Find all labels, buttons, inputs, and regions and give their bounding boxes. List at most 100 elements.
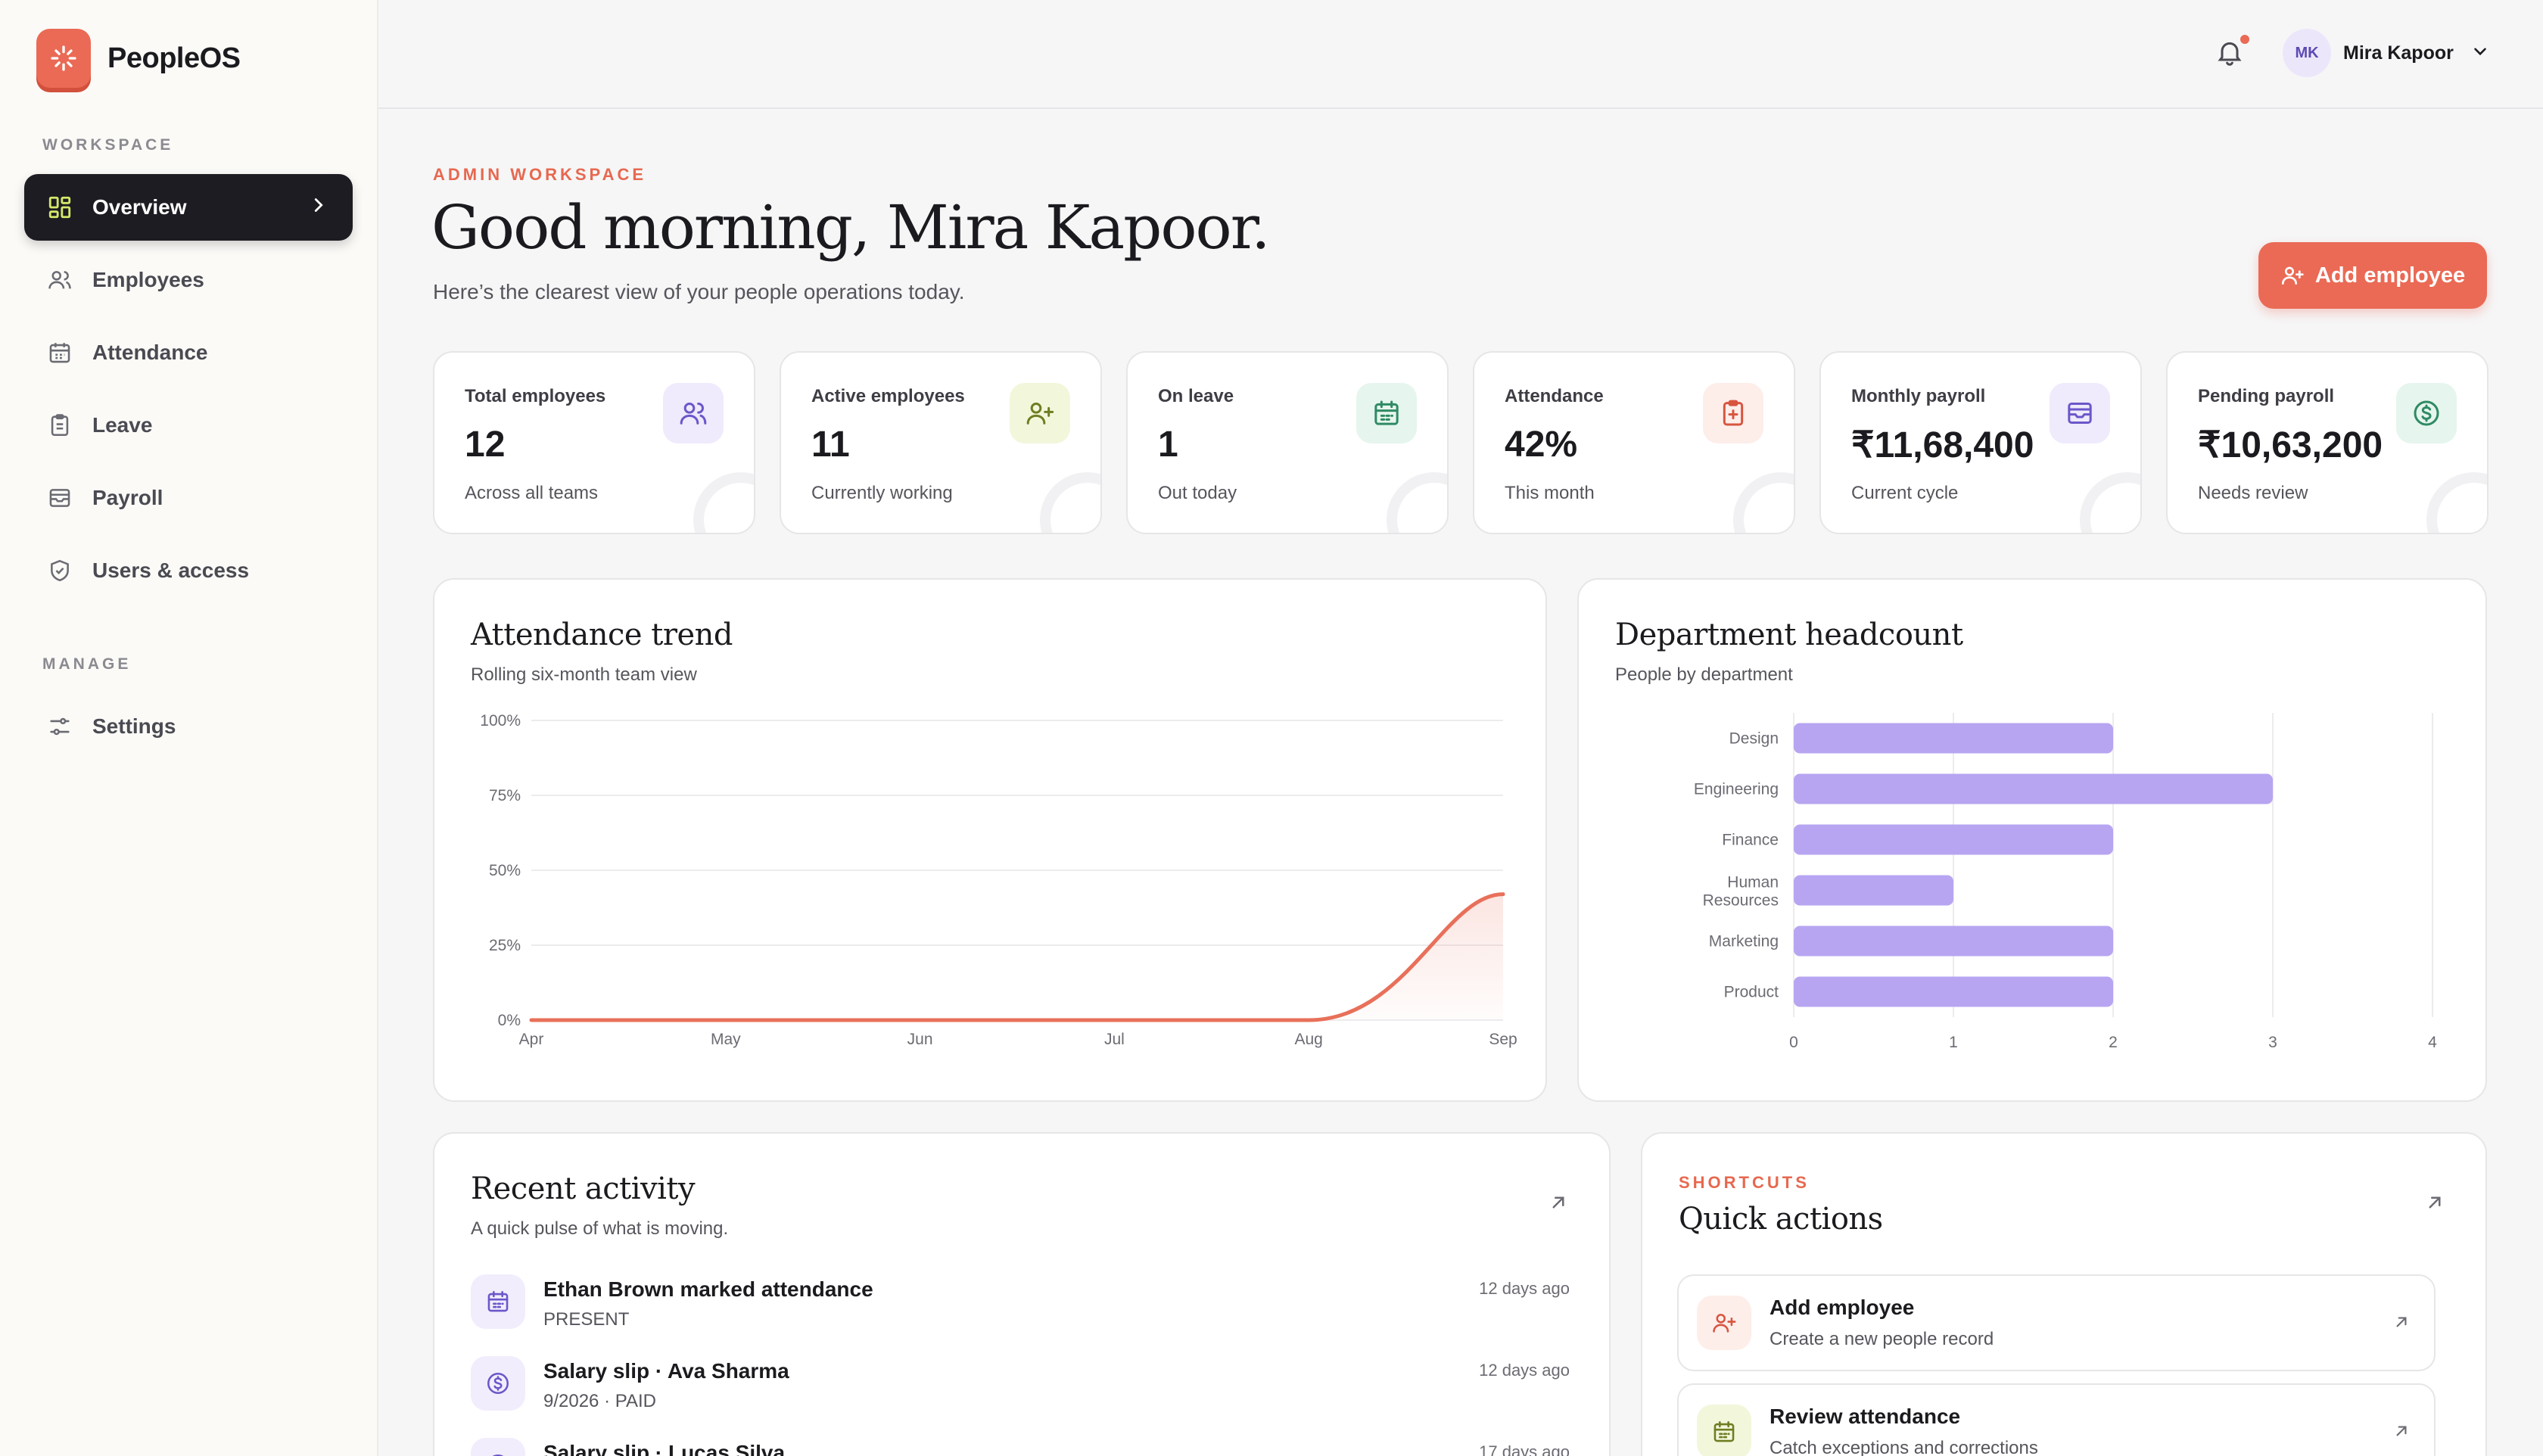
- sidebar-item-label: Leave: [92, 413, 153, 437]
- x-tick-label: Sep: [1489, 1031, 1517, 1048]
- x-tick-label: 2: [2109, 1034, 2118, 1051]
- bar[interactable]: [1794, 926, 2113, 957]
- stat-label: Attendance: [1505, 386, 1604, 406]
- users-icon: [45, 266, 74, 294]
- activity-subtext: 9/2026 · PAID: [543, 1391, 656, 1411]
- quick-actions-eyebrow: SHORTCUTS: [1679, 1173, 1810, 1192]
- calendar-icon: [45, 338, 74, 367]
- decorative-ring: [2080, 472, 2140, 533]
- decorative-ring: [1040, 472, 1100, 533]
- add-employee-button[interactable]: Add employee: [2258, 242, 2487, 309]
- x-tick-label: Apr: [519, 1031, 544, 1048]
- stat-value: 12: [465, 425, 506, 465]
- bar[interactable]: [1794, 723, 2113, 754]
- notification-bell-icon[interactable]: [2215, 36, 2245, 72]
- sidebar: PeopleOS WORKSPACE Overview Employees At…: [0, 0, 378, 1456]
- list-item[interactable]: Salary slip · Lucas Silva 17 days ago: [471, 1438, 1570, 1456]
- quick-actions-title: Quick actions: [1679, 1202, 1883, 1237]
- stat-card-pending-payroll[interactable]: Pending payroll ₹10,63,200 Needs review: [2166, 351, 2489, 534]
- stat-card-on-leave[interactable]: On leave 1 Out today: [1126, 351, 1449, 534]
- user-name: Mira Kapoor: [2343, 42, 2454, 64]
- x-tick-label: 3: [2268, 1034, 2277, 1051]
- x-tick-label: May: [711, 1031, 741, 1048]
- chevron-down-icon: [2470, 42, 2490, 65]
- calendar-icon: [1356, 383, 1417, 443]
- stat-subtext: Currently working: [811, 483, 953, 503]
- stat-label: On leave: [1158, 386, 1234, 406]
- sidebar-item-label: Settings: [92, 714, 176, 738]
- sidebar-item-settings[interactable]: Settings: [24, 693, 353, 760]
- wallet-icon: [45, 484, 74, 512]
- y-tick-label: Finance: [1722, 832, 1779, 849]
- shield-icon: [45, 556, 74, 585]
- sidebar-item-attendance[interactable]: Attendance: [24, 319, 353, 386]
- quick-action-review-attendance[interactable]: Review attendance Catch exceptions and co…: [1677, 1383, 2436, 1456]
- y-tick-label: 0%: [498, 1012, 521, 1029]
- sliders-icon: [45, 712, 74, 741]
- user-menu[interactable]: MK Mira Kapoor: [2283, 29, 2490, 77]
- user-plus-icon: [1010, 383, 1070, 443]
- recent-activity-card: Recent activity A quick pulse of what is…: [433, 1132, 1611, 1456]
- attendance-trend-subtitle: Rolling six-month team view: [471, 664, 697, 685]
- sidebar-item-payroll[interactable]: Payroll: [24, 465, 353, 531]
- brand-name: PeopleOS: [107, 42, 241, 74]
- stat-card-total-employees[interactable]: Total employees 12 Across all teams: [433, 351, 755, 534]
- quick-action-subtext: Create a new people record: [1770, 1329, 1994, 1349]
- x-tick-label: Jun: [907, 1031, 933, 1048]
- x-tick-label: 0: [1789, 1034, 1798, 1051]
- list-item[interactable]: Salary slip · Ava Sharma 9/2026 · PAID 12 …: [471, 1356, 1570, 1432]
- brand[interactable]: PeopleOS: [36, 29, 241, 88]
- stat-card-active-employees[interactable]: Active employees 11 Currently working: [780, 351, 1102, 534]
- chevron-right-icon: [307, 194, 330, 222]
- bar[interactable]: [1794, 976, 2113, 1007]
- sidebar-item-users-access[interactable]: Users & access: [24, 537, 353, 604]
- page-subtitle: Here’s the clearest view of your people …: [433, 280, 965, 303]
- sidebar-item-employees[interactable]: Employees: [24, 247, 353, 313]
- stat-subtext: This month: [1505, 483, 1595, 503]
- sidebar-item-label: Users & access: [92, 558, 250, 582]
- decorative-ring: [1387, 472, 1447, 533]
- department-headcount-title: Department headcount: [1615, 618, 1963, 652]
- activity-time: 12 days ago: [1479, 1361, 1570, 1380]
- sidebar-item-overview[interactable]: Overview: [24, 174, 353, 241]
- user-plus-icon: [1697, 1296, 1751, 1350]
- stat-value: 1: [1158, 425, 1178, 465]
- bar[interactable]: [1794, 824, 2113, 855]
- attendance-area: [531, 894, 1503, 1020]
- y-tick-label: Marketing: [1709, 933, 1779, 950]
- quick-actions-card: SHORTCUTS Quick actions Add employee Crea…: [1641, 1132, 2487, 1456]
- sidebar-item-leave[interactable]: Leave: [24, 392, 353, 459]
- calendar-icon: [1697, 1405, 1751, 1456]
- user-plus-icon: [2281, 266, 2304, 285]
- bar[interactable]: [1794, 875, 1953, 906]
- activity-title: Salary slip · Ava Sharma: [543, 1359, 789, 1383]
- section-label-manage: MANAGE: [42, 655, 132, 673]
- stat-subtext: Current cycle: [1851, 483, 1959, 503]
- open-arrow-icon[interactable]: [2423, 1191, 2446, 1218]
- sidebar-item-label: Payroll: [92, 486, 163, 509]
- stat-label: Active employees: [811, 386, 965, 406]
- open-arrow-icon: [2392, 1421, 2411, 1445]
- open-arrow-icon: [2392, 1312, 2411, 1336]
- topbar: [378, 0, 2543, 109]
- quick-action-title: Add employee: [1770, 1296, 1915, 1319]
- y-tick-label: 50%: [489, 862, 521, 879]
- bar[interactable]: [1794, 773, 2273, 804]
- wallet-icon: [2050, 383, 2110, 443]
- quick-action-add-employee[interactable]: Add employee Create a new people record: [1677, 1274, 2436, 1371]
- y-tick-label: Human: [1727, 874, 1779, 891]
- recent-activity-title: Recent activity: [471, 1171, 696, 1206]
- open-arrow-icon[interactable]: [1547, 1191, 1570, 1218]
- activity-title: Ethan Brown marked attendance: [543, 1277, 873, 1301]
- add-employee-label: Add employee: [2314, 263, 2466, 288]
- list-item[interactable]: Ethan Brown marked attendance PRESENT 12 d…: [471, 1274, 1570, 1350]
- activity-subtext: PRESENT: [543, 1309, 630, 1330]
- notification-dot: [2240, 35, 2249, 44]
- sidebar-item-label: Attendance: [92, 341, 208, 364]
- activity-time: 17 days ago: [1479, 1442, 1570, 1456]
- stat-card-attendance[interactable]: Attendance 42% This month: [1473, 351, 1795, 534]
- stat-card-monthly-payroll[interactable]: Monthly payroll ₹11,68,400 Current cycle: [1819, 351, 2142, 534]
- y-tick-label: Engineering: [1694, 781, 1779, 798]
- attendance-trend-title: Attendance trend: [471, 618, 733, 652]
- stat-label: Monthly payroll: [1851, 386, 1986, 406]
